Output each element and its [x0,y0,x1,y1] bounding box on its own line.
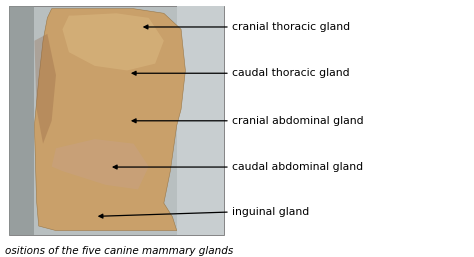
Text: cranial thoracic gland: cranial thoracic gland [232,22,350,32]
Bar [9,6,35,235]
Text: cranial abdominal gland: cranial abdominal gland [232,116,364,126]
Polygon shape [63,13,164,70]
Polygon shape [52,139,149,189]
Bar [9,6,224,235]
Text: caudal thoracic gland: caudal thoracic gland [232,68,350,78]
Text: caudal abdominal gland: caudal abdominal gland [232,162,364,172]
Text: inguinal gland: inguinal gland [232,207,310,217]
Bar [177,6,224,235]
Polygon shape [35,9,185,231]
Polygon shape [35,34,56,144]
Text: ositions of the five canine mammary glands: ositions of the five canine mammary glan… [5,246,233,256]
